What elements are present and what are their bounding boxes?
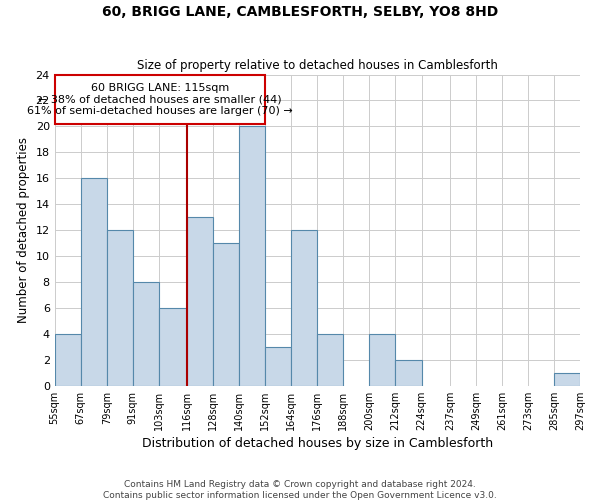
Bar (265, 347, 291, 386)
Bar (317, 334, 343, 386)
Bar (395, 360, 422, 386)
Bar (187, 217, 213, 386)
Bar (239, 126, 265, 386)
Bar (107, 230, 133, 386)
Title: Size of property relative to detached houses in Camblesforth: Size of property relative to detached ho… (137, 59, 498, 72)
Bar (81, 178, 107, 386)
Bar (213, 243, 239, 386)
X-axis label: Distribution of detached houses by size in Camblesforth: Distribution of detached houses by size … (142, 437, 493, 450)
Text: 60, BRIGG LANE, CAMBLESFORTH, SELBY, YO8 8HD: 60, BRIGG LANE, CAMBLESFORTH, SELBY, YO8… (102, 5, 498, 19)
Text: Contains HM Land Registry data © Crown copyright and database right 2024.
Contai: Contains HM Land Registry data © Crown c… (103, 480, 497, 500)
Bar (55, 334, 81, 386)
Bar (554, 373, 580, 386)
Y-axis label: Number of detached properties: Number of detached properties (17, 137, 30, 323)
FancyBboxPatch shape (55, 74, 265, 124)
Text: 60 BRIGG LANE: 115sqm
← 38% of detached houses are smaller (44)
61% of semi-deta: 60 BRIGG LANE: 115sqm ← 38% of detached … (27, 82, 293, 116)
Bar (291, 230, 317, 386)
Bar (370, 334, 395, 386)
Bar (159, 308, 187, 386)
Bar (133, 282, 159, 386)
